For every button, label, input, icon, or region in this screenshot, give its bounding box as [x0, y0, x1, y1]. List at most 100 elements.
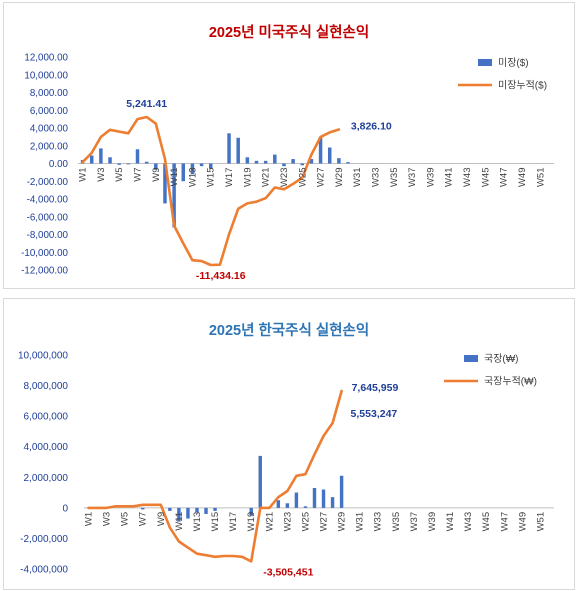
- x-tick-label: W41: [444, 168, 455, 188]
- x-tick-label: W33: [373, 512, 384, 532]
- bar: [141, 507, 145, 510]
- y-tick-label: 8,000.00: [30, 88, 69, 99]
- x-tick-label: W49: [517, 512, 528, 532]
- x-tick-label: W27: [316, 168, 327, 188]
- bar: [282, 163, 286, 167]
- x-tick-label: W5: [114, 168, 125, 182]
- kr-stock-chart: 10,000,000 8,000,000 6,000,000 4,000,000 2,0…: [18, 351, 554, 578]
- x-tick-label: W11: [169, 168, 180, 187]
- us-stock-chart-panel: 2025년 미국주식 실현손익 12,000.00 10,000.00 8,000.…: [3, 2, 575, 289]
- x-tick-label: W39: [427, 512, 438, 532]
- x-tick-label: W3: [96, 168, 107, 182]
- y-tick-label: -2,000.00: [27, 177, 69, 188]
- x-tick-label: W9: [151, 168, 162, 182]
- legend-swatch-bar: [478, 59, 492, 66]
- data-label: 5,241.41: [126, 98, 167, 110]
- x-tick-label: W49: [517, 168, 528, 188]
- x-tick-label: W9: [156, 512, 167, 526]
- x-tick-label: W45: [481, 512, 492, 532]
- x-tick-label: W31: [352, 168, 363, 188]
- x-tick-label: W37: [407, 168, 418, 188]
- legend-label: 미장($): [498, 57, 529, 69]
- legend-label: 국장누적(₩): [484, 376, 537, 388]
- data-label: -11,434.16: [196, 270, 246, 282]
- bar: [263, 160, 268, 164]
- x-tick-label: W41: [445, 512, 456, 532]
- legend-swatch-bar: [464, 355, 478, 362]
- x-tick-label: W7: [138, 512, 149, 526]
- x-tick-label: W31: [355, 512, 366, 532]
- bar: [227, 133, 231, 164]
- x-tick-label: W1: [84, 512, 95, 526]
- kr-stock-chart-panel: 2025년 한국주식 실현손익 10,000,000 8,000,000 6,000…: [3, 298, 575, 590]
- bar: [249, 507, 253, 516]
- bar: [208, 163, 213, 169]
- cumulative-line: [81, 115, 341, 267]
- y-tick-label: -10,000.00: [21, 248, 68, 259]
- bar: [254, 160, 259, 164]
- us-stock-chart: 12,000.00 10,000.00 8,000.00 6,000.00 4,000.…: [21, 53, 554, 282]
- bar: [337, 158, 341, 164]
- x-tick-label: W37: [409, 512, 420, 532]
- x-tick-label: W29: [337, 512, 348, 532]
- x-tick-label: W25: [297, 168, 308, 188]
- data-label: -3,505,451: [263, 566, 313, 578]
- bar: [190, 163, 195, 175]
- x-tick-label: W33: [371, 168, 382, 188]
- x-tick-label: W45: [480, 168, 491, 188]
- bar: [273, 154, 277, 164]
- bar: [303, 506, 308, 508]
- y-tick-label: 8,000,000: [24, 381, 69, 392]
- bar: [312, 487, 317, 508]
- x-tick-label: W43: [463, 512, 474, 532]
- x-tick-label: W25: [300, 512, 311, 532]
- bar: [163, 163, 167, 204]
- y-tick-label: -2,000,000: [20, 534, 68, 545]
- data-label: 3,826.10: [351, 121, 392, 133]
- bar: [135, 149, 140, 164]
- x-tick-label: W1: [78, 168, 89, 182]
- y-tick-label: 4,000,000: [24, 442, 69, 453]
- bar: [276, 500, 281, 508]
- bar: [172, 163, 176, 228]
- x-tick-label: W23: [282, 512, 293, 532]
- y-tick-label: 6,000,000: [24, 412, 69, 423]
- y-tick-label: 0: [62, 503, 68, 514]
- y-tick-label: 10,000,000: [18, 351, 68, 362]
- bar: [294, 492, 299, 508]
- y-tick-label: 12,000.00: [24, 53, 68, 64]
- bar: [236, 137, 240, 164]
- x-tick-label: W19: [246, 512, 257, 532]
- data-label: 5,553,247: [351, 408, 398, 420]
- bar: [108, 157, 112, 164]
- x-tick-label: W35: [389, 168, 400, 188]
- x-tick-label: W17: [228, 512, 239, 532]
- x-tick-label: W21: [261, 168, 272, 188]
- x-tick-label: W19: [242, 168, 253, 188]
- x-tick-label: W51: [535, 512, 546, 532]
- y-tick-label: -12,000.00: [21, 266, 68, 277]
- bar: [285, 503, 290, 508]
- bar: [177, 507, 181, 522]
- cumulative-line: [87, 389, 343, 563]
- x-tick-label: W23: [279, 168, 290, 188]
- x-tick-label: W43: [462, 168, 473, 188]
- bar: [309, 159, 314, 164]
- bar: [154, 163, 158, 170]
- x-tick-label: W11: [174, 512, 185, 531]
- legend-label: 국장(₩): [484, 353, 519, 365]
- bar: [117, 163, 121, 165]
- chart-title: 2025년 한국주식 실현손익: [208, 323, 370, 339]
- x-tick-label: W47: [499, 167, 510, 187]
- x-tick-label: W17: [224, 168, 235, 188]
- bar: [204, 507, 208, 514]
- y-tick-label: -4,000,000: [20, 565, 68, 576]
- bar: [89, 155, 94, 164]
- bar: [321, 489, 326, 508]
- x-tick-label: W15: [210, 512, 221, 532]
- x-tick-label: W21: [264, 512, 275, 532]
- x-tick-label: W13: [187, 168, 198, 188]
- bar: [318, 136, 323, 164]
- x-tick-label: W27: [319, 512, 330, 532]
- bar: [346, 162, 350, 164]
